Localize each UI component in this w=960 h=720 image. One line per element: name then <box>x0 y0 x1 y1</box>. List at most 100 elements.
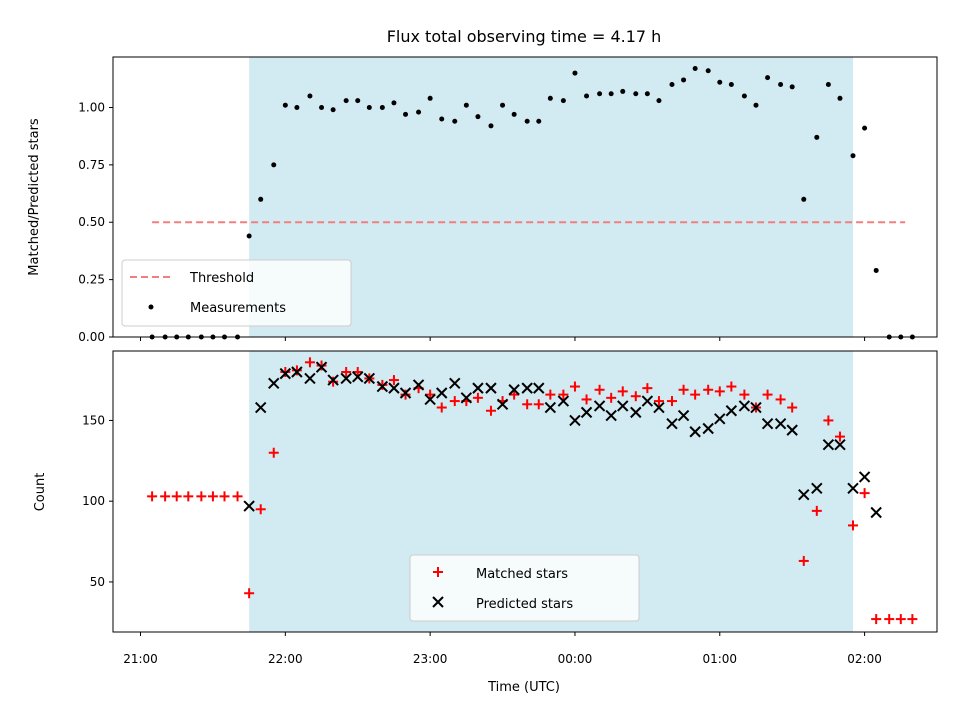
matched-star-point <box>341 366 352 377</box>
bottom-x-ticks: 21:00 22:00 23:00 00:00 01:00 02:00 <box>123 632 882 666</box>
predicted-star-point <box>677 409 690 422</box>
measurement-point <box>536 118 542 124</box>
measurement-point <box>741 93 747 99</box>
measurement-point <box>778 82 784 88</box>
x-axis-label: Time (UTC) <box>487 680 560 695</box>
measurement-point <box>560 98 566 104</box>
measurement-point <box>307 93 313 99</box>
measurement-point <box>837 95 843 101</box>
predicted-star-point <box>424 393 436 406</box>
predicted-star-point <box>593 400 606 412</box>
measurement-point <box>873 267 879 273</box>
matched-star-point <box>509 389 520 400</box>
predicted-star-point <box>399 387 412 399</box>
predicted-star-point <box>580 406 593 419</box>
predicted-star-point <box>412 379 425 391</box>
matched-star-point <box>690 389 701 400</box>
measurement-point <box>608 91 614 97</box>
top-legend: Threshold Measurements <box>121 259 352 327</box>
predicted-star-point <box>605 409 617 422</box>
matched-star-point <box>762 389 773 400</box>
matched-star-point <box>666 396 677 407</box>
predicted-star-point <box>268 377 280 390</box>
measurement-point <box>862 125 868 131</box>
bottom-y-ticks: 50 100 150 <box>82 413 113 589</box>
matched-star-point <box>207 491 218 502</box>
matched-star-point <box>798 555 809 566</box>
measurement-point <box>620 88 626 94</box>
measurement-point <box>463 102 469 108</box>
matched-star-point <box>522 399 533 410</box>
matched-star-point <box>545 389 556 400</box>
measurement-point <box>705 68 711 74</box>
predicted-star-point <box>485 382 497 394</box>
matched-star-point <box>617 386 628 397</box>
matched-star-point <box>328 376 339 387</box>
measurement-point <box>379 104 385 110</box>
matched-star-point <box>183 491 194 502</box>
measurement-point <box>439 116 445 122</box>
matched-star-point <box>449 396 460 407</box>
matched-star-point <box>304 357 315 368</box>
predicted-star-point <box>363 372 376 385</box>
top-legend-box <box>121 259 352 327</box>
bottom-y-axis-label: Count <box>33 473 48 512</box>
matched-star-point <box>895 614 906 625</box>
matched-star-point <box>630 391 641 402</box>
matched-star-point <box>232 491 243 502</box>
measurement-point <box>717 79 723 85</box>
measurement-point <box>850 153 856 159</box>
measurement-point <box>524 118 530 124</box>
predicted-star-point <box>641 395 654 407</box>
predicted-star-point <box>472 382 484 394</box>
matched-star-point <box>388 375 399 386</box>
measurement-point <box>547 95 553 101</box>
matched-star-point <box>594 384 605 395</box>
predicted-star-point <box>666 417 678 430</box>
top-y-ticks: 0.00 0.25 0.50 0.75 1.00 <box>78 100 113 344</box>
predicted-star-point <box>725 405 738 417</box>
predicted-star-point <box>847 482 859 494</box>
measurement-point <box>801 196 807 202</box>
predicted-stars-points <box>243 361 882 519</box>
predicted-star-point <box>630 406 642 419</box>
matched-star-point <box>606 392 617 403</box>
matched-star-point <box>255 504 266 515</box>
predicted-star-point <box>327 374 339 386</box>
measurement-point <box>427 95 433 101</box>
matched-star-point <box>678 384 689 395</box>
matched-star-point <box>848 520 859 531</box>
measurement-point <box>728 82 734 88</box>
matched-star-point <box>726 381 737 392</box>
matched-star-point <box>871 614 882 625</box>
predicted-star-point <box>738 400 751 412</box>
measurement-point <box>500 102 506 108</box>
matched-star-point <box>581 394 592 405</box>
y-tick-label: 1.00 <box>78 100 105 114</box>
predicted-star-point <box>436 387 448 399</box>
matched-star-point <box>653 396 664 407</box>
y-tick-label: 0.00 <box>78 330 105 344</box>
measurement-point <box>825 82 831 88</box>
matched-star-point <box>472 392 483 403</box>
predicted-star-point <box>304 372 316 385</box>
predicted-star-point <box>388 382 400 394</box>
predicted-star-point <box>508 384 520 396</box>
bottom-legend-box <box>409 554 640 622</box>
predicted-star-point <box>279 367 292 380</box>
matched-star-point <box>352 366 363 377</box>
matched-star-point <box>775 394 786 405</box>
matched-star-point <box>291 365 302 376</box>
matched-star-point <box>436 402 447 413</box>
y-tick-label: 0.75 <box>78 158 105 172</box>
predicted-star-point <box>822 438 835 451</box>
matched-star-point <box>316 360 327 371</box>
matched-star-point <box>268 447 279 458</box>
predicted-star-point <box>689 426 701 438</box>
measurement-point <box>814 134 820 140</box>
predicted-star-point <box>376 380 389 393</box>
predicted-star-point <box>761 417 774 430</box>
predicted-star-point <box>255 401 267 414</box>
predicted-star-point <box>243 500 255 512</box>
matched-star-point <box>569 381 580 392</box>
